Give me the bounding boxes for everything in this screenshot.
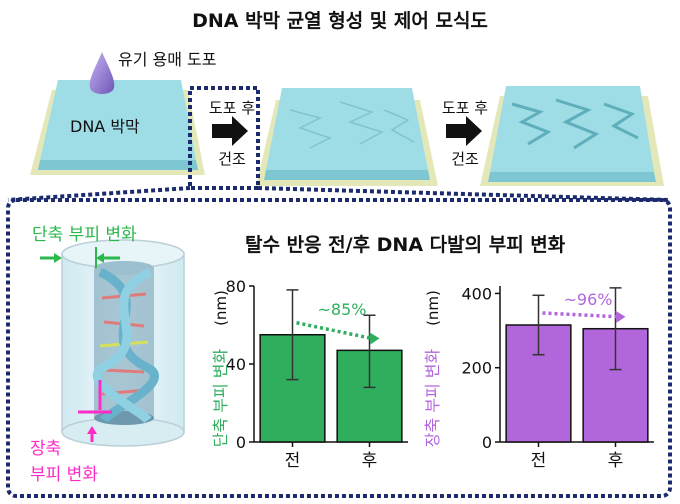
x-tick-label: 전	[285, 451, 301, 471]
x-tick-label: 후	[608, 451, 624, 471]
annotation-label: ~85%	[318, 300, 367, 319]
longitudinal-label-line2: 부피 변화	[30, 465, 98, 485]
film-3	[480, 86, 664, 186]
annotation-label: ~96%	[564, 290, 613, 309]
step-arrow-2-icon	[446, 116, 482, 146]
y-tick-label: 400	[461, 284, 492, 303]
step1-label-line2: 건조	[218, 150, 246, 168]
chart-lateral: 0 40 80 전 후 ~85% 단축 부피 변화 (nm)	[211, 277, 408, 471]
panel-title: 탈수 반응 전/후 DNA 다발의 부피 변화	[245, 234, 566, 256]
chart-longitudinal: 0 200 400 전 후 ~96% 장축 부피 변화 (nm)	[423, 284, 654, 471]
step1-label-line1: 도포 후	[208, 99, 256, 117]
annotation-arrow	[542, 311, 618, 319]
y-axis-unit: (nm)	[212, 290, 230, 326]
y-axis-label: 단축 부피 변화	[211, 348, 230, 447]
y-tick-label: 40	[226, 355, 246, 374]
longitudinal-label-line1: 장축	[30, 439, 62, 459]
annotation-arrow	[296, 321, 372, 341]
y-tick-label: 0	[482, 433, 492, 452]
main-title: DNA 박막 균열 형성 및 제어 모식도	[192, 10, 488, 32]
dna-bundle-illustration	[40, 239, 185, 447]
film-2	[256, 88, 438, 186]
y-axis-unit: (nm)	[424, 290, 442, 326]
y-tick-label: 200	[461, 359, 492, 378]
x-tick-label: 후	[362, 451, 378, 471]
solvent-drop-icon	[89, 52, 115, 94]
y-axis-label: 장축 부피 변화	[423, 348, 442, 447]
annotation-arrowhead	[369, 332, 380, 345]
film-label: DNA 박막	[70, 117, 140, 136]
solvent-label: 유기 용매 도포	[118, 50, 217, 69]
y-tick-label: 80	[226, 277, 246, 296]
step2-label-line1: 도포 후	[441, 99, 489, 117]
film-1	[30, 80, 205, 175]
annotation-arrowhead	[615, 310, 626, 323]
y-tick-label: 0	[236, 433, 246, 452]
step2-label-line2: 건조	[451, 150, 479, 168]
step-arrow-1-icon	[212, 116, 248, 146]
lateral-label: 단축 부피 변화	[32, 225, 137, 245]
zoom-border	[6, 86, 672, 498]
x-tick-label: 전	[531, 451, 547, 471]
